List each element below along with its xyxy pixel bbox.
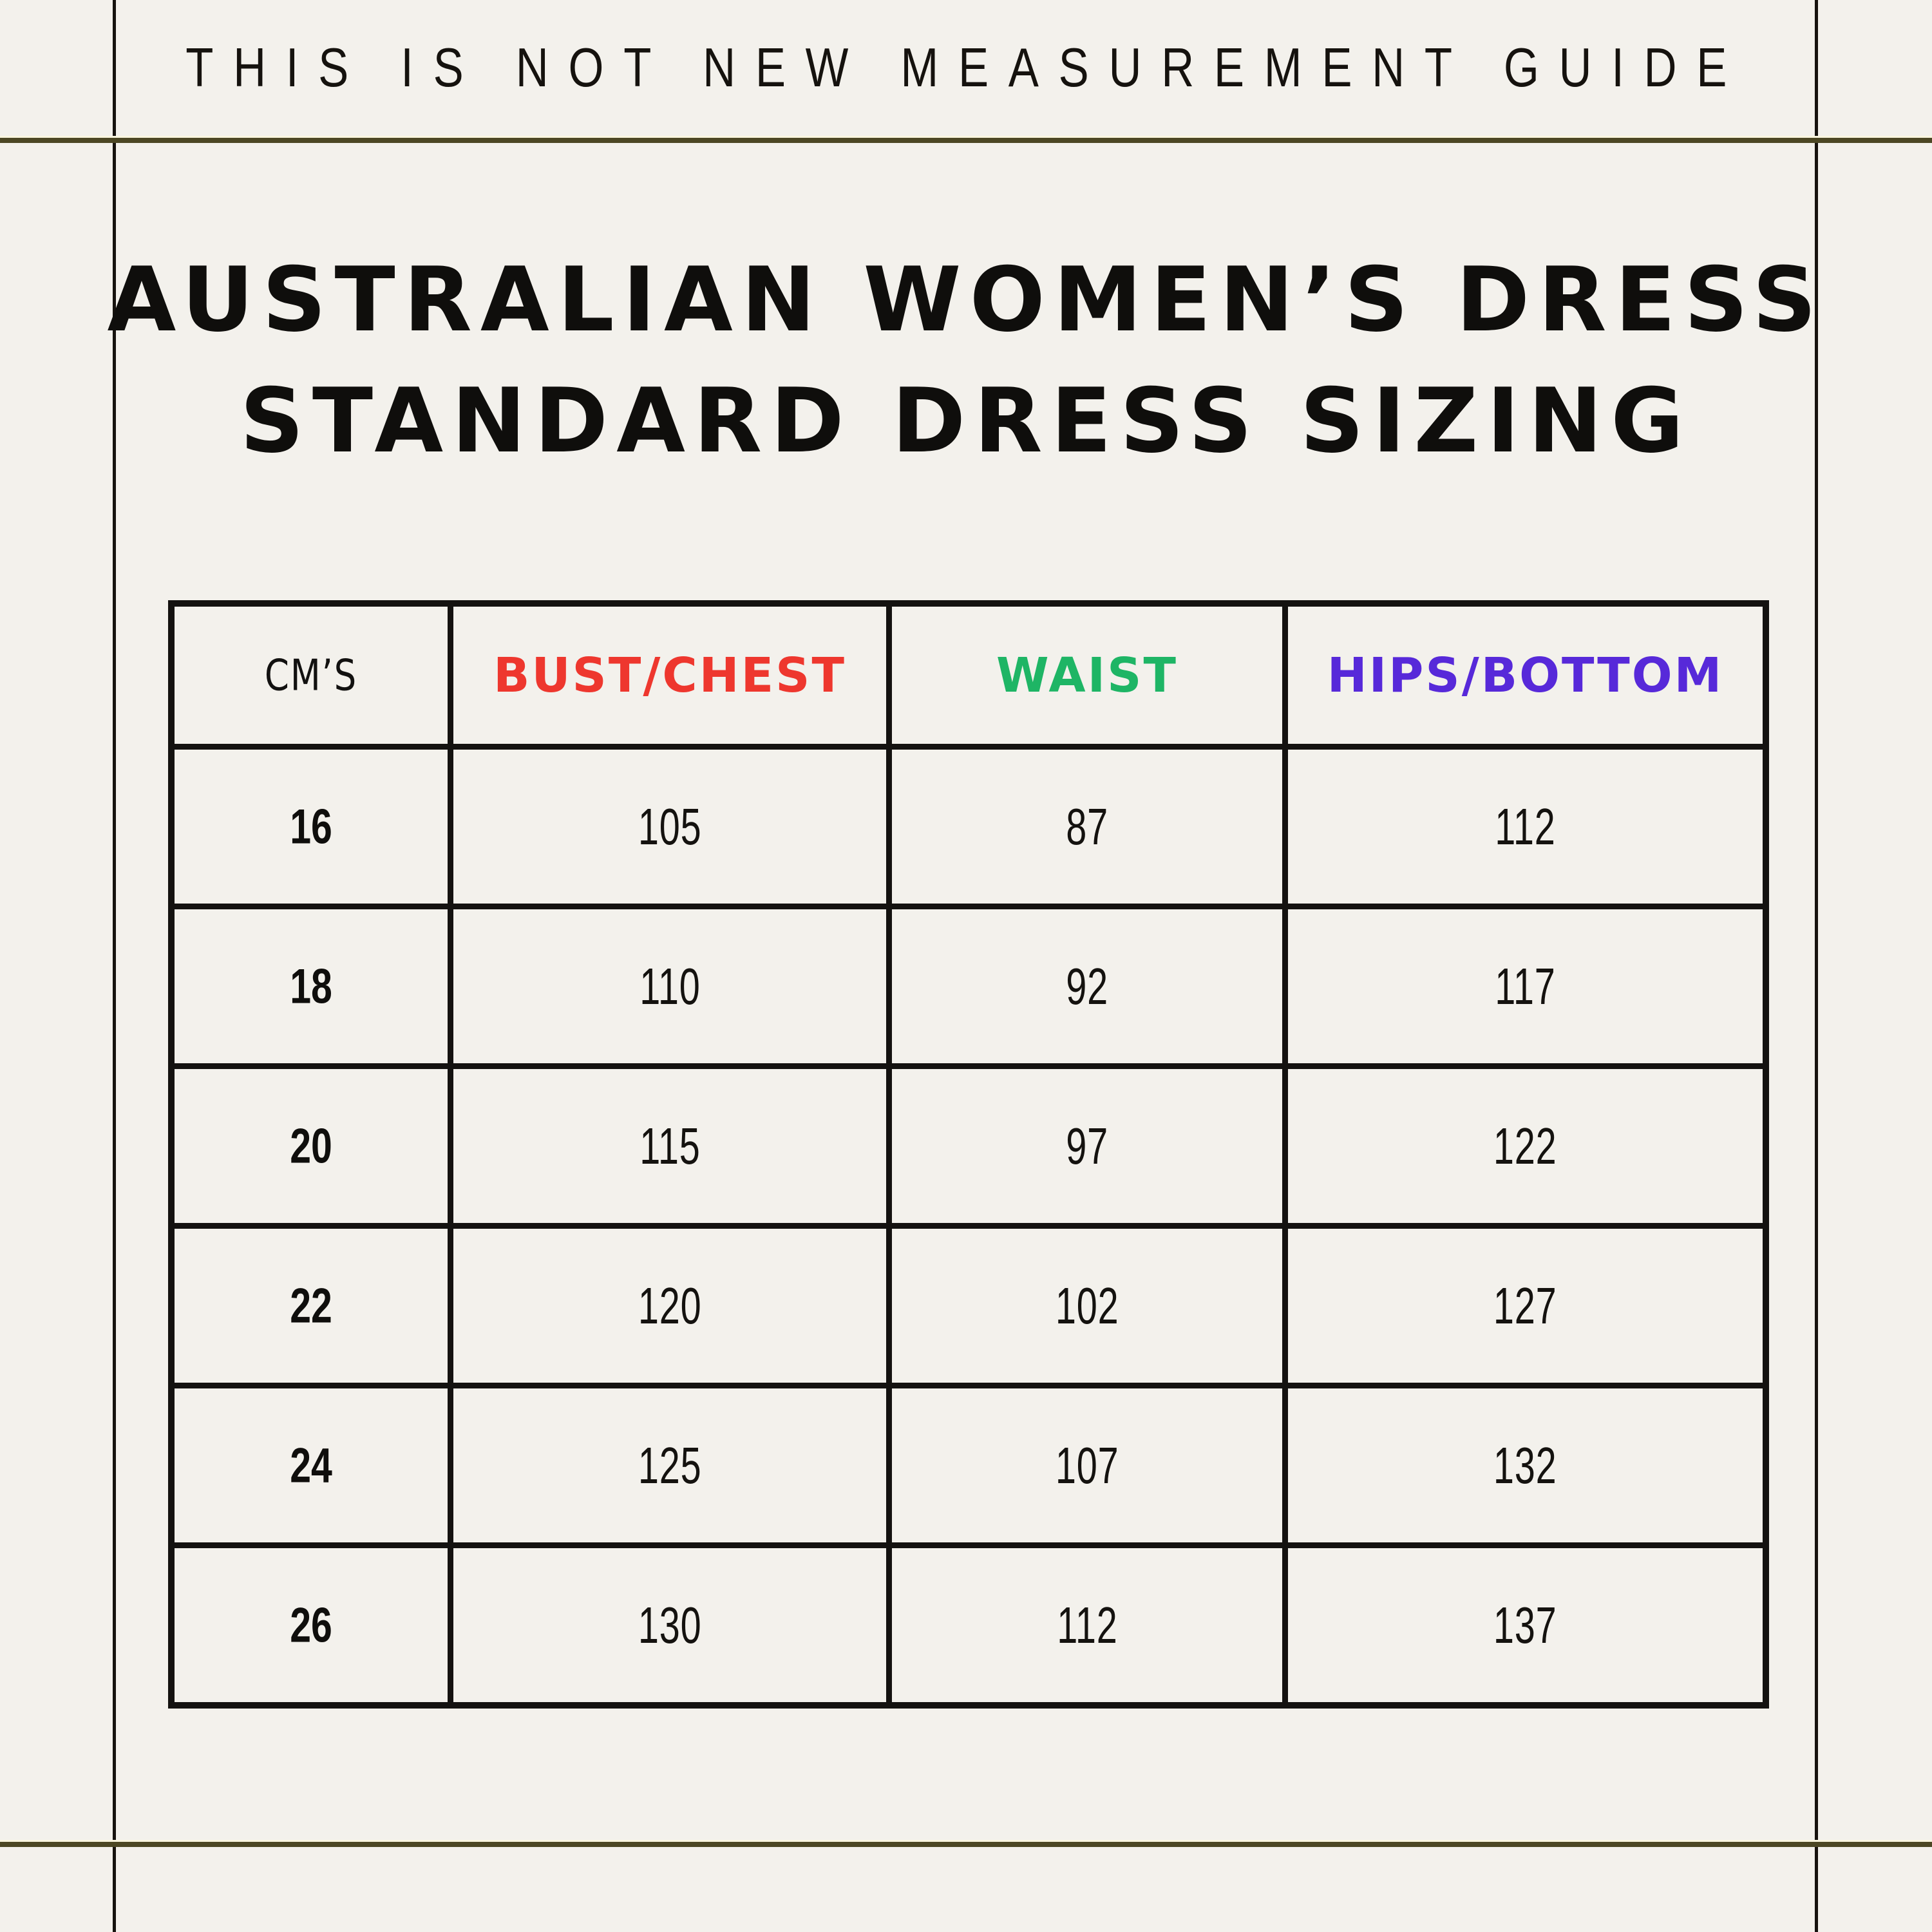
bust-cell-18: 110 (453, 909, 886, 1063)
hips-cell-26: 137 (1288, 1548, 1763, 1702)
frame-top-divider (0, 136, 1932, 143)
column-header-hips-bottom: HIPS/BOTTOM (1288, 607, 1763, 744)
title-line-2: STANDARD DRESS SIZING (240, 369, 1692, 473)
size-cell-26: 26 (175, 1548, 448, 1702)
column-header-cms: CM’S (175, 607, 448, 744)
waist-cell-26: 112 (892, 1548, 1282, 1702)
hips-cell-16: 112 (1288, 750, 1763, 904)
frame-right-line (1815, 0, 1818, 1932)
bust-cell-22: 120 (453, 1229, 886, 1383)
hips-cell-18: 117 (1288, 909, 1763, 1063)
banner-text: THIS IS NOT NEW MEASUREMENT GUIDE (185, 37, 1747, 99)
size-cell-22: 22 (175, 1229, 448, 1383)
page-title: AUSTRALIAN WOMEN’S DRESS STANDARD DRESS … (0, 240, 1932, 482)
size-cell-16: 16 (175, 750, 448, 904)
bust-cell-26: 130 (453, 1548, 886, 1702)
waist-cell-22: 102 (892, 1229, 1282, 1383)
waist-cell-18: 92 (892, 909, 1282, 1063)
size-cell-20: 20 (175, 1069, 448, 1223)
hips-cell-24: 132 (1288, 1388, 1763, 1542)
frame-left-line (113, 0, 116, 1932)
size-table: CM’S BUST/CHEST WAIST HIPS/BOTTOM 16 105… (168, 600, 1769, 1709)
frame-bottom-divider (0, 1840, 1932, 1847)
hips-cell-20: 122 (1288, 1069, 1763, 1223)
banner: THIS IS NOT NEW MEASUREMENT GUIDE (0, 0, 1932, 136)
waist-cell-16: 87 (892, 750, 1282, 904)
title-line-1: AUSTRALIAN WOMEN’S DRESS (107, 248, 1825, 352)
size-cell-18: 18 (175, 909, 448, 1063)
bust-cell-20: 115 (453, 1069, 886, 1223)
waist-cell-24: 107 (892, 1388, 1282, 1542)
column-header-bust-chest: BUST/CHEST (453, 607, 886, 744)
bust-cell-16: 105 (453, 750, 886, 904)
bust-cell-24: 125 (453, 1388, 886, 1542)
hips-cell-22: 127 (1288, 1229, 1763, 1383)
waist-cell-20: 97 (892, 1069, 1282, 1223)
size-cell-24: 24 (175, 1388, 448, 1542)
column-header-waist: WAIST (892, 607, 1282, 744)
